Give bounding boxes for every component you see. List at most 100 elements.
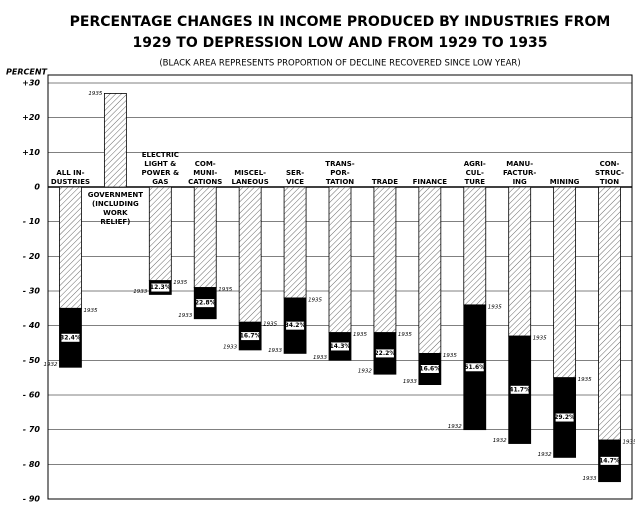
x-tick-label: DUSTRIES <box>51 178 90 186</box>
value-label-box <box>151 283 170 292</box>
value-label-box <box>555 413 574 422</box>
x-tick-label: MANU- <box>506 160 533 168</box>
x-tick-label: GAS <box>152 178 168 186</box>
bar-1935 <box>598 186 621 441</box>
y-tick-label: - 80 <box>23 460 41 469</box>
value-label: 16.6% <box>419 366 440 373</box>
year-label: 1935 <box>353 332 367 338</box>
value-label: 12.3% <box>150 284 171 291</box>
x-tick-label: TRADE <box>372 178 398 186</box>
year-label: 1935 <box>173 280 187 286</box>
x-tick-label: LANEOUS <box>232 178 269 186</box>
year-label: 1935 <box>88 91 102 97</box>
year-label: 1935 <box>308 297 322 303</box>
bar-1935 <box>373 186 397 334</box>
y-axis-label: PERCENT <box>6 68 48 77</box>
value-label: 16.7% <box>240 333 261 340</box>
x-tick-label: (INCLUDING <box>92 200 139 208</box>
y-tick-label: - 30 <box>23 287 41 296</box>
value-label-box <box>196 299 215 308</box>
year-label: 1935 <box>263 322 277 328</box>
value-label: 29.2% <box>554 414 575 421</box>
y-tick-label: 0 <box>34 183 40 192</box>
y-tick-label: +20 <box>22 113 40 122</box>
x-tick-label: GOVERNMENT <box>88 191 144 199</box>
x-tick-label: ELECTRIC <box>142 151 179 159</box>
value-label-box <box>600 456 619 465</box>
x-tick-label: MUNI- <box>193 169 217 177</box>
x-tick-label: CUL- <box>466 169 484 177</box>
year-label: 1935 <box>443 353 457 359</box>
year-label: 1935 <box>488 304 502 310</box>
year-label: 1933 <box>133 289 147 295</box>
x-tick-label: LIGHT & <box>144 160 176 168</box>
year-label: 1932 <box>493 438 507 444</box>
x-tick-label: TURE <box>464 178 485 186</box>
x-tick-label: RELIEF) <box>100 218 130 226</box>
value-label: 41.7% <box>509 386 530 393</box>
x-tick-label: TATION <box>326 178 354 186</box>
y-tick-label: - 60 <box>23 391 41 400</box>
x-tick-label: POR- <box>330 169 349 177</box>
value-label: 51.6% <box>464 364 485 371</box>
value-label-box <box>420 365 439 373</box>
bar-1935 <box>283 186 307 299</box>
bar-1935 <box>508 186 532 337</box>
value-label-box <box>61 333 80 342</box>
value-label-box <box>286 321 305 330</box>
x-tick-label: SER- <box>286 169 304 177</box>
x-tick-label: AGRI- <box>464 160 486 168</box>
year-label: 1932 <box>358 369 372 375</box>
bar-1935 <box>238 186 262 323</box>
bar-1935 <box>193 186 217 288</box>
x-tick-label: TRANS- <box>325 160 354 168</box>
x-tick-label: MISCEL- <box>234 169 266 177</box>
value-label-box <box>510 385 529 394</box>
year-label: 1935 <box>578 377 592 383</box>
year-label: 1932 <box>538 452 552 458</box>
value-label: 22.2% <box>375 350 396 357</box>
year-label: 1933 <box>313 355 327 361</box>
year-label: 1935 <box>623 440 635 446</box>
x-tick-label: COM- <box>195 160 216 168</box>
year-label: 1933 <box>178 313 192 319</box>
chart-title: 1929 TO DEPRESSION LOW AND FROM 1929 TO … <box>132 35 547 51</box>
x-tick-label: WORK <box>103 209 128 217</box>
x-tick-label: ING <box>513 178 527 186</box>
value-label: 34.2% <box>285 322 306 329</box>
value-label-box <box>465 363 484 372</box>
value-label-box <box>331 342 349 351</box>
bar-1935 <box>463 186 487 306</box>
y-tick-label: - 40 <box>23 321 41 330</box>
year-label: 1935 <box>83 308 97 314</box>
bar-1935 <box>553 186 577 379</box>
y-tick-label: - 20 <box>23 252 41 261</box>
x-tick-label: MINING <box>550 178 580 186</box>
chart-title: PERCENTAGE CHANGES IN INCOME PRODUCED BY… <box>70 14 611 30</box>
value-label: 14.7% <box>599 457 620 464</box>
value-label: 32.4% <box>60 334 81 341</box>
bar-1935 <box>103 93 127 188</box>
value-label-box <box>241 332 260 341</box>
year-label: 1932 <box>448 424 462 430</box>
chart-subtitle: (BLACK AREA REPRESENTS PROPORTION OF DEC… <box>159 59 520 69</box>
y-tick-label: - 50 <box>23 356 41 365</box>
x-tick-label: FACTUR- <box>503 169 536 177</box>
y-tick-label: - 70 <box>23 425 41 434</box>
value-label-box <box>375 349 394 358</box>
x-tick-label: STRUC- <box>595 169 624 177</box>
value-label: 22.8% <box>195 300 216 307</box>
year-label: 1935 <box>533 336 547 342</box>
x-tick-label: FINANCE <box>413 178 448 186</box>
year-label: 1933 <box>223 344 237 350</box>
year-label: 1935 <box>218 287 232 293</box>
y-tick-label: +30 <box>22 79 40 88</box>
bar-1935 <box>59 186 82 309</box>
x-tick-label: TION <box>600 178 619 186</box>
y-tick-label: +10 <box>22 148 40 157</box>
x-tick-label: ALL IN- <box>56 169 84 177</box>
y-tick-label: - 10 <box>23 217 41 226</box>
year-label: 1935 <box>398 332 412 338</box>
year-label: 1933 <box>583 476 597 482</box>
